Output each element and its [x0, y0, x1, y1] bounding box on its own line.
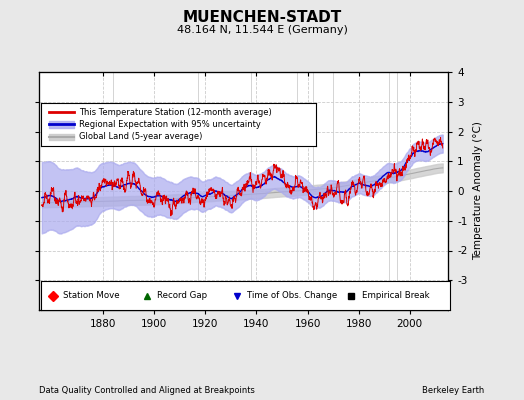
Text: MUENCHEN-STADT: MUENCHEN-STADT — [182, 10, 342, 25]
Text: Regional Expectation with 95% uncertainty: Regional Expectation with 95% uncertaint… — [80, 120, 261, 129]
Text: Berkeley Earth: Berkeley Earth — [422, 386, 485, 395]
Text: Empirical Break: Empirical Break — [362, 291, 429, 300]
Y-axis label: Temperature Anomaly (°C): Temperature Anomaly (°C) — [473, 122, 483, 260]
Text: Time of Obs. Change: Time of Obs. Change — [247, 291, 337, 300]
Text: Data Quality Controlled and Aligned at Breakpoints: Data Quality Controlled and Aligned at B… — [39, 386, 255, 395]
Text: Record Gap: Record Gap — [157, 291, 208, 300]
Text: 48.164 N, 11.544 E (Germany): 48.164 N, 11.544 E (Germany) — [177, 25, 347, 35]
Text: Station Move: Station Move — [63, 291, 120, 300]
Text: This Temperature Station (12-month average): This Temperature Station (12-month avera… — [80, 108, 272, 117]
Text: Global Land (5-year average): Global Land (5-year average) — [80, 132, 203, 141]
